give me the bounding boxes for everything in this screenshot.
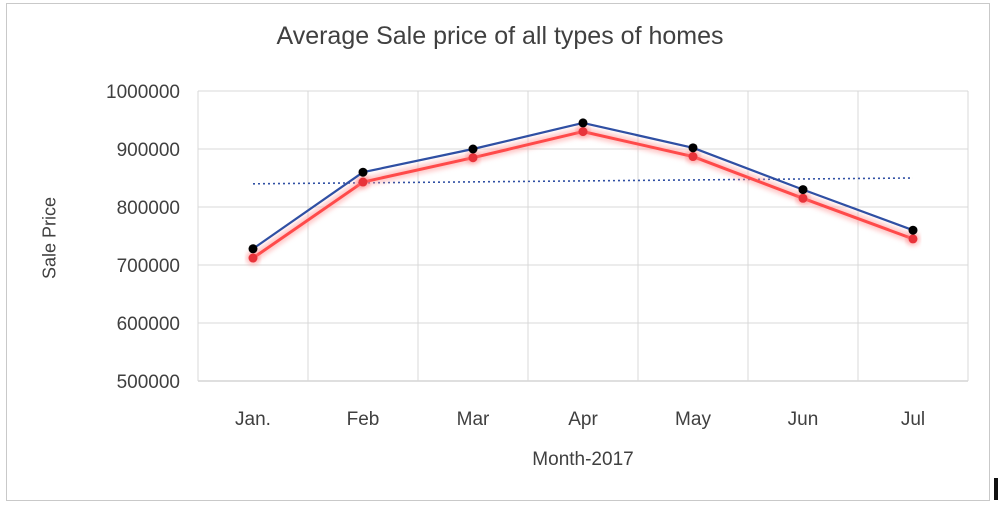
data-point-black: [688, 143, 698, 153]
data-point-red: [798, 193, 808, 203]
y-tick-label: 500000: [117, 372, 180, 393]
x-tick-label: Jan.: [235, 409, 271, 430]
data-point-red: [468, 153, 478, 163]
x-axis-label: Month-2017: [532, 449, 634, 470]
data-point-black: [908, 225, 918, 235]
x-tick-label: May: [675, 409, 711, 430]
y-tick-label: 900000: [117, 140, 180, 161]
x-tick-label: Feb: [347, 409, 380, 430]
data-point-black: [578, 118, 588, 128]
y-tick-labels: 500000 600000 700000 800000 900000 1000000: [106, 82, 180, 393]
y-tick-label: 700000: [117, 256, 180, 277]
y-tick-label: 600000: [117, 314, 180, 335]
data-point-black: [248, 244, 258, 254]
data-point-red: [248, 253, 258, 263]
data-point-black: [798, 185, 808, 195]
data-point-black: [468, 144, 478, 154]
y-tick-label: 800000: [117, 198, 180, 219]
data-point-red: [578, 127, 588, 137]
data-point-red: [908, 234, 918, 244]
data-point-red: [358, 177, 368, 187]
x-tick-labels: Jan. Feb Mar Apr May Jun Jul: [235, 409, 925, 430]
series-group: [246, 118, 920, 266]
y-tick-label: 1000000: [106, 82, 180, 103]
data-point-red: [688, 152, 698, 162]
chart-title: Average Sale price of all types of homes: [276, 22, 724, 50]
x-tick-label: Jun: [788, 409, 819, 430]
x-tick-label: Apr: [568, 409, 598, 430]
data-point-black: [358, 167, 368, 177]
x-tick-label: Jul: [901, 409, 925, 430]
corner-mark: [994, 478, 998, 500]
x-tick-label: Mar: [457, 409, 490, 430]
chart-frame: [6, 3, 990, 501]
